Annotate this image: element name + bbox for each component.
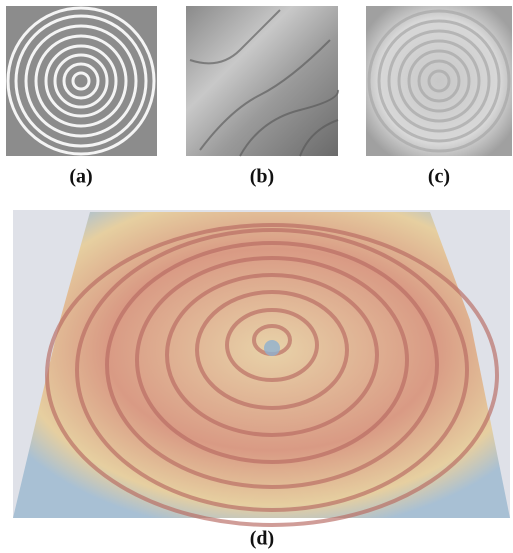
panel-a: [6, 6, 157, 156]
panel-d: [13, 210, 510, 525]
figure: (a) (b) (c) (d): [0, 0, 513, 553]
panel-label: (a): [69, 166, 92, 188]
panel-label: (c): [428, 166, 450, 188]
panel-b: [186, 6, 338, 156]
panel-c: [366, 6, 512, 156]
panel-label: (d): [250, 528, 274, 550]
panel-label: (b): [250, 166, 274, 188]
